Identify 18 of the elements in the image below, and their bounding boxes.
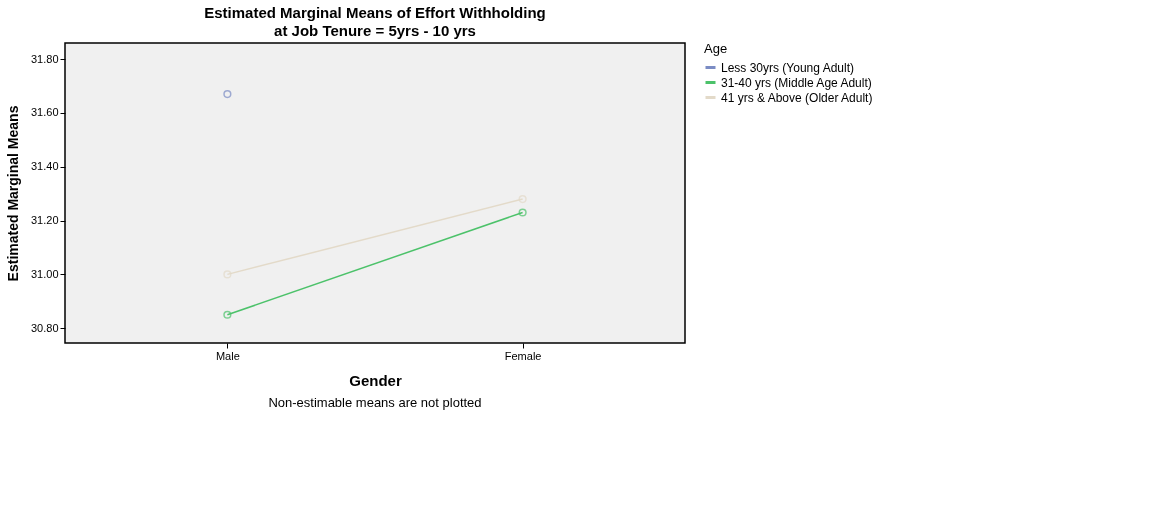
- legend-title: Age: [704, 41, 728, 56]
- legend-label: 31-40 yrs (Middle Age Adult): [721, 75, 872, 90]
- point: [223, 90, 232, 99]
- y-tick-label: 31.00: [30, 267, 59, 280]
- y-tick-label: 31.20: [30, 214, 59, 227]
- x-tick-label: Male: [215, 349, 240, 362]
- x-axis-title: Gender: [349, 371, 402, 389]
- chart-subtitle: at Job Tenure = 5yrs - 10 yrs: [274, 22, 476, 39]
- y-tick-label: 31.80: [30, 52, 59, 65]
- y-tick-label: 30.80: [30, 321, 59, 334]
- y-tick-label: 31.60: [30, 106, 59, 119]
- text: Non-estimable means are not plotted: [268, 395, 482, 410]
- legend-label: 41 yrs & Above (Older Adult): [721, 90, 873, 105]
- x-tick-label: Female: [504, 349, 542, 362]
- y-axis-title: Estimated Marginal Means: [4, 105, 21, 282]
- y-tick-label: 31.40: [30, 160, 59, 173]
- chart-title: Estimated Marginal Means of Effort Withholding: [204, 4, 546, 21]
- legend-label: Less 30yrs (Young Adult): [721, 60, 854, 75]
